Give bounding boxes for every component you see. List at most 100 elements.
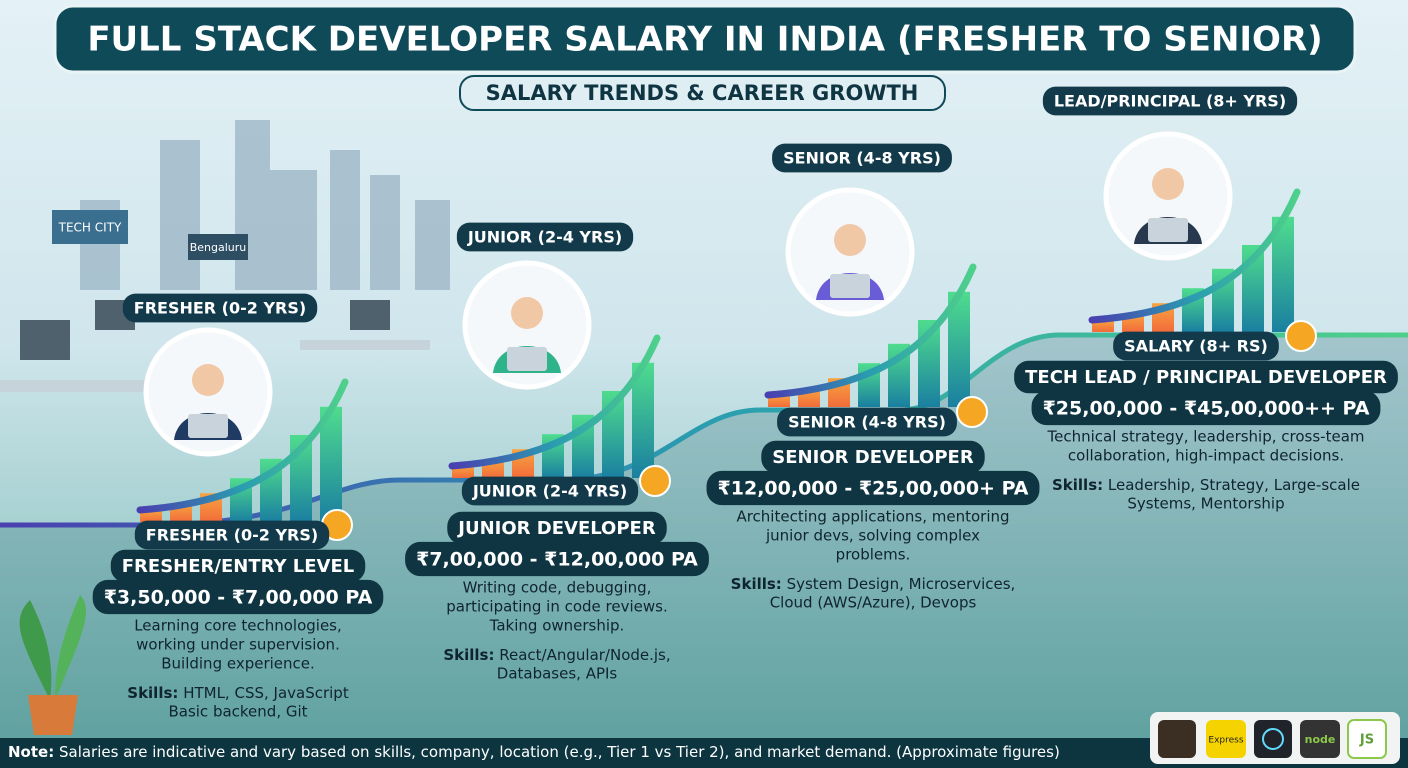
logo [1254, 720, 1292, 758]
skills-label: Skills: [731, 575, 782, 593]
role: TECH LEAD / PRINCIPAL DEVELOPER [1014, 360, 1398, 394]
stage-badge-text: FRESHER (0-2 YRS) [146, 526, 318, 545]
role-text: FRESHER/ENTRY LEVEL [122, 556, 355, 577]
growth-arrow [1088, 188, 1301, 324]
laptop [507, 347, 547, 371]
logo [1158, 720, 1196, 758]
skills-text: HTML, CSS, JavaScript [183, 684, 349, 702]
description: Architecting applications, mentoring [736, 508, 1009, 526]
laptop [1148, 218, 1188, 242]
description: working under supervision. [136, 636, 340, 654]
role-bg [761, 440, 985, 474]
role: JUNIOR DEVELOPER [447, 511, 667, 545]
logo [1347, 719, 1387, 759]
decor-bar [320, 406, 342, 522]
stage-badge-text: JUNIOR (2-4 YRS) [472, 482, 627, 501]
sign [188, 234, 248, 260]
laptop [830, 274, 870, 298]
salary-text: ₹7,00,000 - ₹12,00,000 PA [416, 549, 698, 571]
stair-band [0, 335, 1408, 738]
description: Technical strategy, leadership, cross-te… [1046, 428, 1364, 446]
decor-bar [1272, 216, 1294, 332]
subtitle: SALARY TRENDS & CAREER GROWTH [486, 81, 919, 105]
skills: Cloud (AWS/Azure), Devops [770, 594, 977, 612]
sign [52, 210, 128, 244]
decor-bar [948, 291, 970, 407]
logo-text: node [1305, 733, 1336, 746]
stage-label-text: SENIOR (4-8 YRS) [783, 149, 941, 168]
salary-bg [92, 579, 384, 615]
skills: Skills: Leadership, Strategy, Large-scal… [1052, 476, 1360, 494]
title-banner [53, 4, 1357, 74]
stage-badge-bg [134, 520, 330, 550]
role-bg [1014, 360, 1398, 394]
note-text: Salaries are indicative and vary based o… [59, 743, 1060, 761]
salary-bg [1031, 390, 1381, 426]
salary: ₹7,00,000 - ₹12,00,000 PA [405, 541, 709, 577]
stage-label: LEAD/PRINCIPAL (8+ YRS) [1042, 86, 1298, 116]
description: Learning core technologies, [134, 617, 342, 635]
salary: ₹25,00,000 - ₹45,00,000++ PA [1031, 390, 1381, 426]
stage-badge-bg [461, 476, 639, 506]
description: junior devs, solving complex [765, 527, 980, 545]
description: participating in code reviews. [446, 598, 667, 616]
rupee-coin [956, 396, 988, 428]
stage-label-bg [456, 222, 634, 252]
role-text: SENIOR DEVELOPER [772, 447, 974, 468]
skills: Skills: System Design, Microservices, [731, 575, 1016, 593]
office [0, 300, 430, 392]
role-text: JUNIOR DEVELOPER [456, 518, 656, 539]
stage-badge: JUNIOR (2-4 YRS) [461, 476, 639, 506]
stage-badge: SENIOR (4-8 YRS) [777, 407, 957, 437]
laptop [188, 414, 228, 438]
note-label: Note: [8, 743, 54, 761]
sign-text: TECH CITY [58, 221, 122, 235]
stage-label: SENIOR (4-8 YRS) [772, 143, 952, 173]
stage-badge-text: SENIOR (4-8 YRS) [788, 413, 946, 432]
role: SENIOR DEVELOPER [761, 440, 985, 474]
stage-label-text: JUNIOR (2-4 YRS) [467, 228, 622, 247]
growth-arrow [764, 263, 977, 399]
sign-text: Bengaluru [190, 241, 247, 254]
rupee-coin [1285, 320, 1317, 352]
skills-text: React/Angular/Node.js, [499, 646, 670, 664]
role-bg [110, 549, 366, 583]
skills: Databases, APIs [497, 665, 618, 683]
salary-bg [706, 470, 1040, 506]
subtitle-pill [459, 75, 946, 111]
salary-bg [405, 541, 709, 577]
salary-text: ₹25,00,000 - ₹45,00,000++ PA [1043, 398, 1370, 420]
description: Building experience. [161, 655, 315, 673]
decor-bar [632, 362, 654, 478]
logo-text: Express [1208, 736, 1243, 746]
salary: ₹3,50,000 - ₹7,00,000 PA [92, 579, 384, 615]
role: FRESHER/ENTRY LEVEL [110, 549, 366, 583]
stage-label-bg [1042, 86, 1298, 116]
stage-label-text: LEAD/PRINCIPAL (8+ YRS) [1054, 92, 1286, 111]
skyline [80, 120, 450, 290]
stage-badge: SALARY (8+ RS) [1113, 331, 1279, 361]
person-head [192, 364, 224, 396]
stage-badge-text: SALARY (8+ RS) [1124, 337, 1268, 356]
description: Writing code, debugging, [463, 579, 652, 597]
skills-label: Skills: [1052, 476, 1103, 494]
title: FULL STACK DEVELOPER SALARY IN INDIA (FR… [87, 20, 1322, 60]
description: Taking ownership. [489, 617, 625, 635]
skills: Systems, Mentorship [1127, 495, 1284, 513]
stage-label-bg [772, 143, 952, 173]
skills: Skills: React/Angular/Node.js, [443, 646, 670, 664]
person-head [511, 297, 543, 329]
salary: ₹12,00,000 - ₹25,00,000+ PA [706, 470, 1040, 506]
skills-text: Leadership, Strategy, Large-scale [1108, 476, 1360, 494]
stage-label-bg [122, 293, 318, 323]
skills-label: Skills: [443, 646, 494, 664]
person-head [834, 224, 866, 256]
rupee-coin [639, 465, 671, 497]
role-bg [447, 511, 667, 545]
skills: Skills: HTML, CSS, JavaScript [127, 684, 349, 702]
growth-arrow [136, 378, 349, 514]
skills-label: Skills: [127, 684, 178, 702]
stage-badge: FRESHER (0-2 YRS) [134, 520, 330, 550]
stage-label-text: FRESHER (0-2 YRS) [134, 299, 306, 318]
